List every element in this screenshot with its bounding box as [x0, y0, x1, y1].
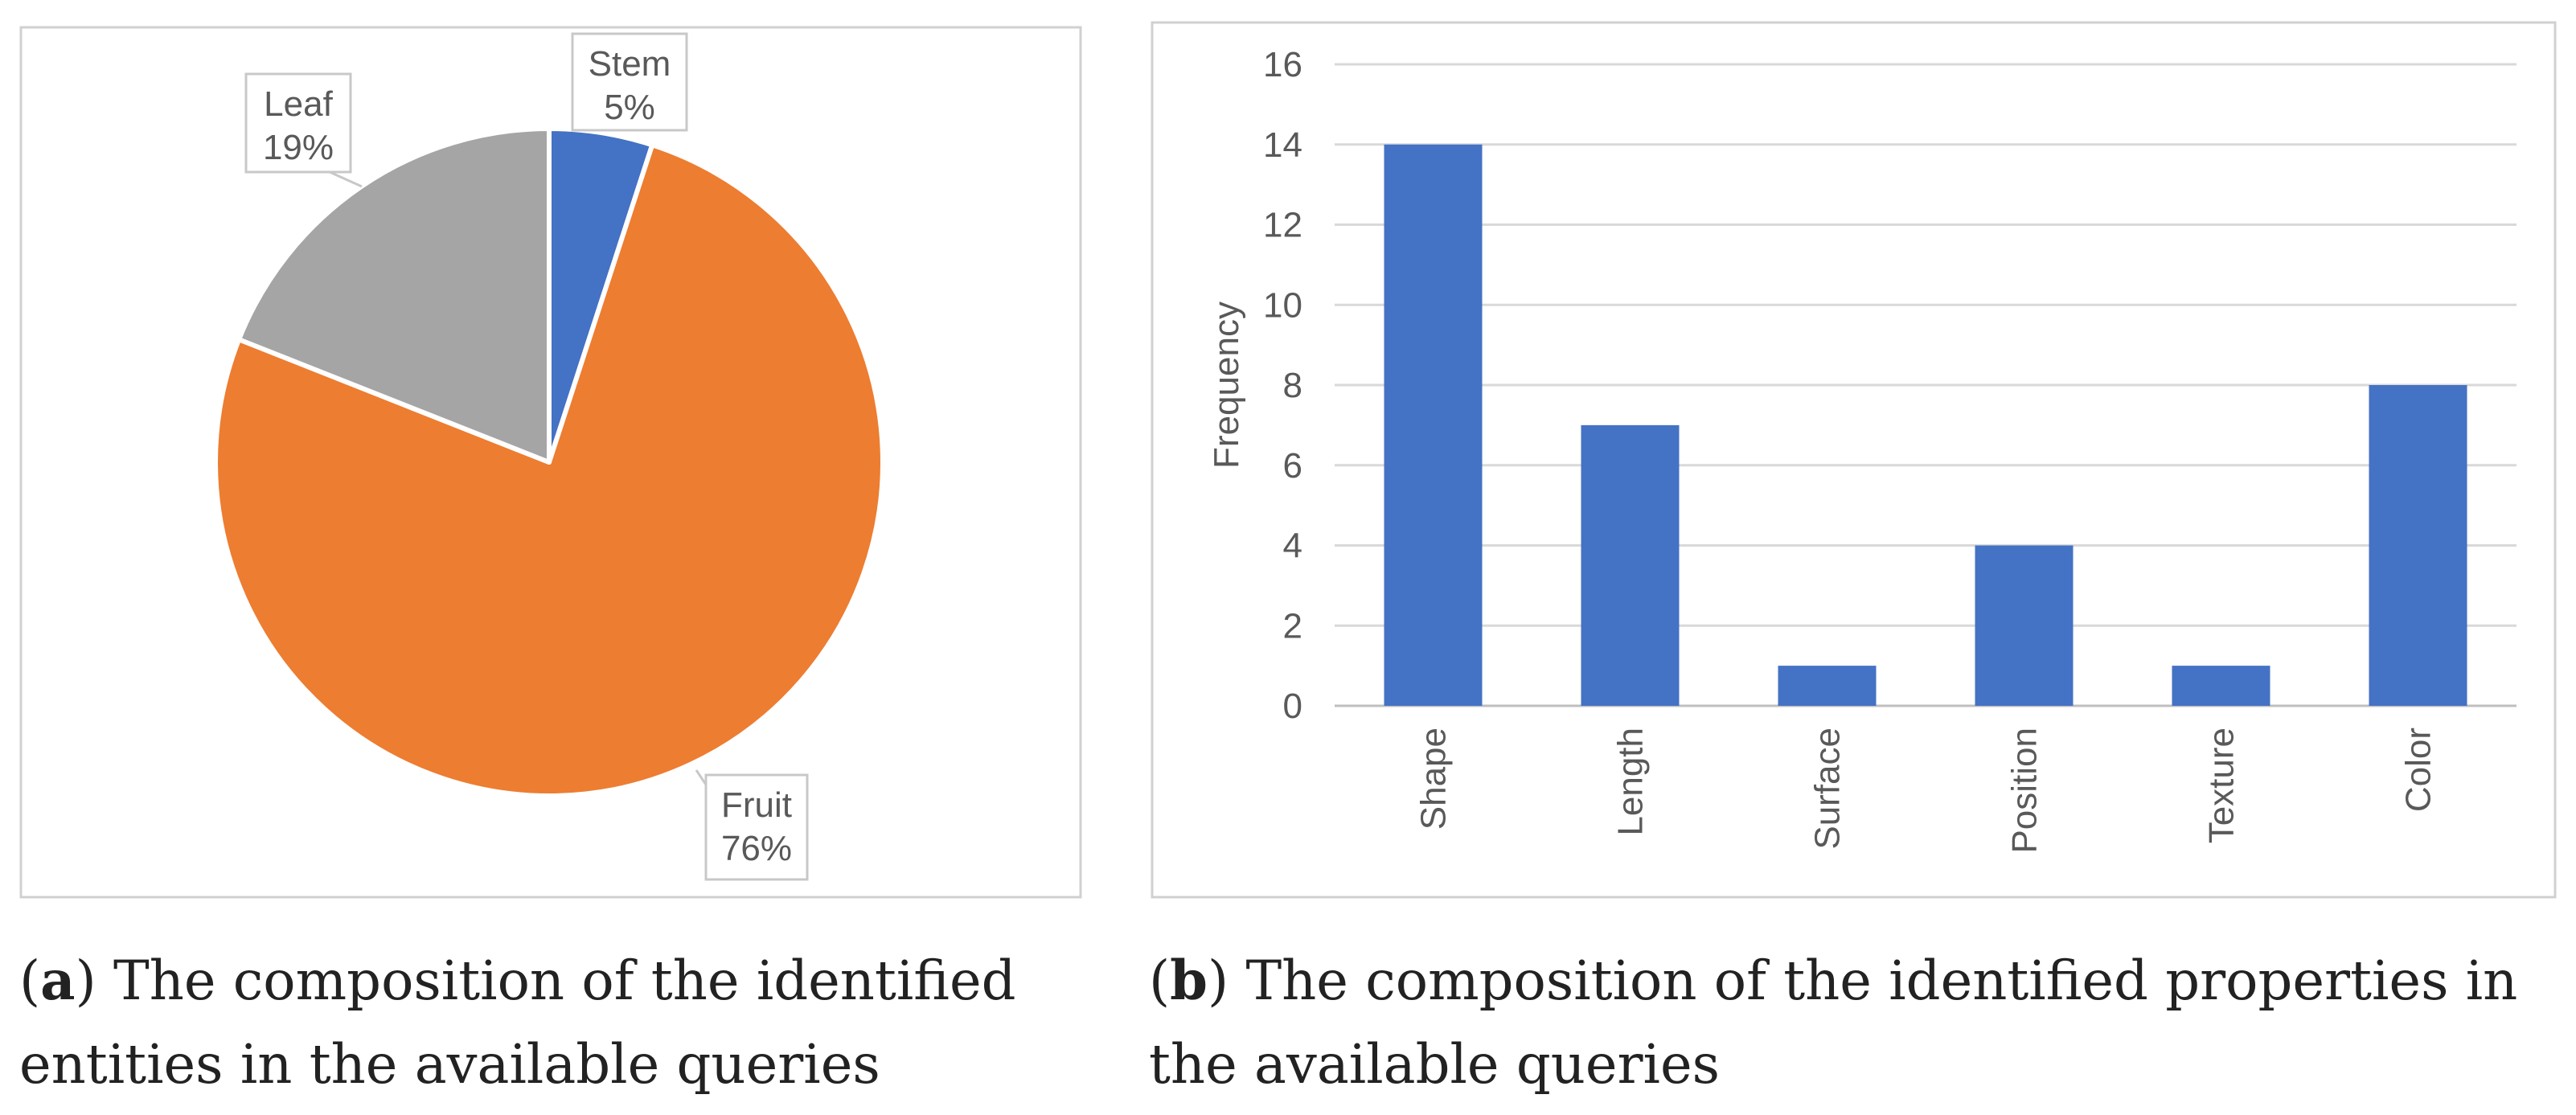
pie-label-stem: Stem 5%	[571, 32, 688, 132]
x-tick-label: Color	[2399, 728, 2439, 812]
bar-surface	[1778, 666, 1877, 706]
x-tick-label: Texture	[2202, 728, 2242, 843]
caption-b-text: The composition of the identified proper…	[1149, 949, 2518, 1096]
caption-b-letter: b	[1170, 949, 1208, 1012]
pie-label-leaf: Leaf 19%	[244, 72, 363, 188]
y-tick-label: 14	[1263, 125, 1302, 165]
pie-label-box	[244, 72, 352, 174]
pie-label-percent: 5%	[604, 88, 655, 127]
pie-label-name: Leaf	[264, 84, 333, 124]
x-tick-label: Position	[2005, 728, 2045, 854]
y-tick-label: 6	[1283, 446, 1302, 486]
bar-position	[1975, 545, 2074, 706]
y-tick-label: 12	[1263, 206, 1302, 245]
y-tick-label: 2	[1283, 606, 1302, 646]
bar-texture	[2172, 666, 2270, 706]
pie-label-box	[571, 32, 688, 132]
pie-label-fruit: Fruit 76%	[695, 769, 809, 881]
x-tick-label: Surface	[1808, 728, 1848, 850]
x-tick-label: Length	[1611, 728, 1651, 836]
y-tick-label: 4	[1283, 527, 1302, 566]
y-axis-label: Frequency	[1207, 301, 1246, 469]
pie-label-name: Stem	[589, 44, 671, 84]
caption-b: (b) The composition of the identified pr…	[1149, 949, 2518, 1096]
caption-a: (a) The composition of the identified en…	[19, 949, 1016, 1096]
caption-a-text: The composition of the identified entiti…	[19, 949, 1016, 1096]
pie-label-percent: 19%	[263, 128, 334, 167]
y-tick-label: 8	[1283, 366, 1302, 405]
pie-panel-border	[19, 26, 1082, 899]
pie-label-percent: 76%	[721, 829, 792, 868]
bar-length	[1581, 424, 1680, 706]
bar-color	[2369, 385, 2467, 706]
pie-label-name: Fruit	[721, 785, 792, 825]
y-tick-label: 0	[1283, 687, 1302, 726]
y-tick-label: 16	[1263, 45, 1302, 84]
x-tick-label: Shape	[1414, 728, 1454, 830]
pie-label-box	[704, 773, 809, 881]
bar-chart: 0 2 4 6 8 10 12 14 16 Shape Length Surface Position T…	[1207, 45, 2517, 854]
pie-leader-line	[329, 170, 363, 188]
y-tick-label: 10	[1263, 285, 1302, 325]
bar-shape	[1384, 144, 1483, 706]
pie-chart: Stem 5% Fruit 76% Leaf 19%	[213, 32, 885, 881]
bar-panel-border	[1151, 21, 2557, 899]
pie-slice-fruit	[213, 142, 885, 798]
caption-a-letter: a	[40, 949, 76, 1012]
